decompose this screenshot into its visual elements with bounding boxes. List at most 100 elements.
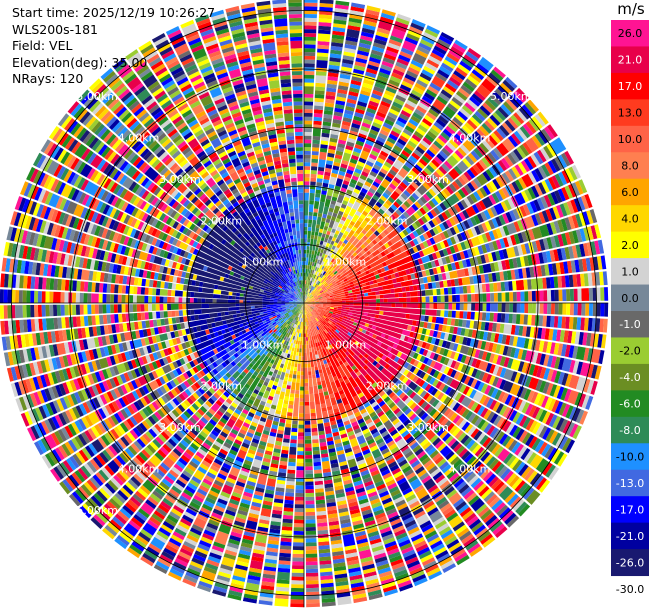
ppi-gate-group [331, 543, 352, 606]
ppi-gate-group [161, 154, 207, 201]
ppi-gate-group [331, 427, 344, 452]
ppi-gate-group [432, 330, 438, 338]
ppi-gate-group [15, 354, 152, 412]
ppi-gate-group [119, 188, 128, 199]
ppi-gate-group [90, 224, 176, 261]
ppi-gate-group [304, 314, 319, 585]
ppi-gate-group [333, 23, 346, 29]
ppi-gate-group [169, 488, 180, 498]
ppi-gate-group [365, 523, 384, 553]
ppi-gate-group [189, 41, 207, 60]
ppi-ray [304, 303, 568, 467]
ppi-gate-group [153, 504, 170, 520]
ppi-gate-group [349, 303, 582, 316]
ppi-gate-group [108, 76, 222, 207]
ppi-gate-group [169, 162, 222, 217]
ppi-gate-group [298, 333, 304, 433]
ppi-ray [182, 303, 304, 587]
ppi-gate-group [14, 311, 276, 396]
ppi-gate-group [277, 304, 293, 309]
ppi-gate-group [372, 473, 413, 551]
ppi-gate-group [304, 143, 557, 303]
ppi-gate-group [72, 280, 286, 302]
ppi-gate-group [338, 331, 485, 457]
ppi-gate-group [477, 234, 485, 245]
ppi-gate-group [308, 374, 319, 444]
ppi-gate-group [105, 335, 111, 345]
ppi-gate-group [223, 313, 294, 388]
ppi-gate-group [216, 72, 296, 279]
ppi-gate-group [218, 108, 259, 189]
ppi-gate-group [293, 93, 303, 171]
ppi-gate-group [126, 216, 134, 226]
ppi-ray [3, 303, 304, 367]
ppi-gate-group [157, 443, 172, 459]
ppi-gate-group [353, 523, 364, 530]
ppi-gate-group [438, 66, 506, 144]
ppi-gate-group [427, 267, 531, 289]
ppi-gate-group [312, 135, 321, 148]
range-label: 3.00km [407, 173, 449, 186]
ppi-gate-group [493, 261, 500, 272]
ppi-gate-group [393, 496, 422, 539]
ppi-gate-group [306, 296, 309, 300]
ppi-ray [50, 303, 305, 482]
ppi-gate-group [305, 321, 307, 326]
ppi-gate-group [356, 279, 452, 297]
ppi-gate-group [125, 303, 183, 313]
ppi-gate-group [305, 306, 317, 328]
ppi-ray [102, 303, 304, 540]
ppi-gate-group [304, 113, 466, 304]
ppi-gate-group [336, 418, 374, 520]
ppi-gate-group [304, 10, 364, 300]
ppi-gate-group [387, 352, 393, 359]
ppi-gate-group [533, 151, 544, 165]
ppi-ray [167, 303, 304, 581]
ppi-gate-group [181, 329, 187, 336]
ppi-gate-group [224, 437, 268, 557]
ppi-gate-group [306, 309, 405, 534]
ppi-gate-group [309, 281, 312, 286]
colorbar-swatch [611, 205, 649, 233]
ppi-gate-group [189, 416, 198, 425]
ppi-gate-group [546, 223, 554, 236]
ppi-gate-group [193, 428, 247, 529]
ppi-gate-group [553, 276, 559, 288]
ppi-gate-group [167, 109, 219, 177]
ppi-gate-group [335, 64, 379, 187]
ppi-gate-group [47, 143, 58, 157]
ppi-ray [180, 19, 304, 303]
ppi-gate-group [113, 103, 174, 166]
elevation-text: Elevation(deg): 35.00 [12, 54, 148, 70]
colorbar-tick-label: 6.0 [621, 186, 639, 199]
ppi-gate-group [276, 41, 289, 46]
ppi-gate-group [154, 161, 202, 207]
ppi-gate-group [486, 332, 537, 351]
ppi-ray [20, 303, 305, 427]
ppi-gate-group [456, 344, 521, 371]
ppi-gate-group [183, 306, 303, 584]
ppi-gate-group [375, 306, 472, 320]
ppi-gate-group [326, 502, 351, 598]
ppi-gate-group [363, 431, 372, 438]
ppi-gate-group [314, 334, 386, 520]
ppi-gate-group [41, 291, 160, 303]
ppi-gate-group [93, 410, 192, 505]
ppi-gate-group [331, 338, 477, 524]
ppi-gate-group [304, 348, 320, 604]
ppi-gate-group [364, 115, 421, 201]
ppi-gate-group [469, 389, 525, 425]
ppi-gate-group [458, 336, 502, 354]
ppi-gate-group [79, 129, 272, 279]
ppi-gate-group [180, 83, 192, 93]
ppi-gate-group [98, 315, 281, 419]
ppi-gate-group [380, 150, 389, 158]
ppi-gate-group [342, 20, 409, 186]
ppi-gate-group [214, 331, 275, 389]
ppi-gate-group [297, 181, 304, 186]
ppi-gate-group [26, 246, 152, 279]
ppi-gate-group [329, 308, 420, 333]
ppi-gate-group [182, 578, 197, 587]
ppi-gate-group [195, 327, 276, 398]
ppi-gate-group [43, 141, 196, 239]
